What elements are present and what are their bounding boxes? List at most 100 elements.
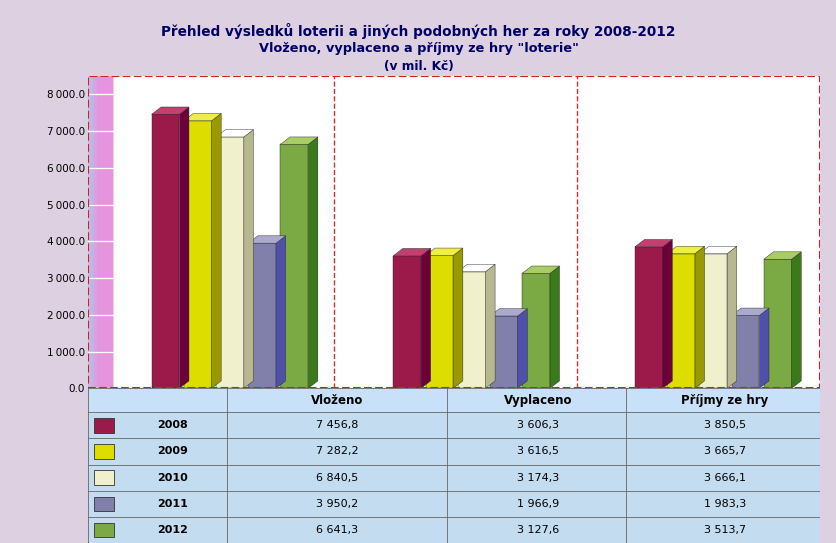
Text: 3 665,7: 3 665,7	[703, 446, 745, 457]
Polygon shape	[485, 264, 495, 388]
Bar	[98, 76, 110, 388]
Polygon shape	[662, 239, 671, 388]
Bar	[98, 76, 110, 388]
Polygon shape	[517, 308, 527, 388]
Bar	[94, 76, 105, 388]
Bar	[89, 76, 101, 388]
Bar	[88, 76, 819, 388]
Polygon shape	[726, 246, 736, 388]
Bar	[89, 76, 102, 388]
Polygon shape	[179, 107, 189, 388]
Polygon shape	[184, 121, 212, 388]
Bar	[89, 76, 101, 388]
Bar	[90, 76, 102, 388]
Bar	[98, 76, 110, 388]
Polygon shape	[216, 137, 243, 388]
Text: 2011: 2011	[156, 499, 187, 509]
Polygon shape	[763, 252, 800, 259]
Polygon shape	[549, 266, 559, 388]
Bar	[88, 76, 100, 388]
Bar	[88, 76, 100, 388]
Bar	[95, 76, 108, 388]
Bar	[91, 76, 104, 388]
Bar	[91, 76, 103, 388]
Polygon shape	[393, 256, 421, 388]
Bar	[97, 76, 109, 388]
Polygon shape	[699, 246, 736, 254]
Polygon shape	[276, 236, 285, 388]
Text: 3 127,6: 3 127,6	[517, 525, 558, 535]
Bar	[92, 76, 104, 388]
Polygon shape	[425, 248, 462, 255]
Polygon shape	[280, 144, 308, 388]
Bar	[99, 76, 111, 388]
Text: 3 513,7: 3 513,7	[703, 525, 745, 535]
Polygon shape	[791, 252, 800, 388]
Bar	[99, 76, 111, 388]
Polygon shape	[248, 236, 285, 243]
Bar	[90, 76, 103, 388]
Bar	[93, 76, 104, 388]
Text: 3 666,1: 3 666,1	[703, 472, 745, 483]
Bar	[98, 76, 110, 388]
Bar	[95, 76, 107, 388]
Bar	[94, 444, 114, 459]
Polygon shape	[453, 248, 462, 388]
Text: 2010: 2010	[156, 472, 187, 483]
Bar	[99, 76, 111, 388]
Bar	[97, 76, 110, 388]
Bar	[90, 76, 102, 388]
Polygon shape	[731, 308, 768, 315]
Bar	[88, 438, 819, 465]
Polygon shape	[731, 315, 758, 388]
Polygon shape	[393, 249, 430, 256]
Bar	[96, 76, 108, 388]
Text: 2012: 2012	[156, 525, 187, 535]
Bar	[94, 497, 114, 511]
Bar	[89, 76, 102, 388]
Bar	[88, 388, 819, 412]
Bar	[88, 412, 819, 438]
Bar	[99, 76, 110, 388]
Bar	[94, 76, 106, 388]
Bar	[96, 76, 109, 388]
Polygon shape	[489, 316, 517, 388]
Polygon shape	[666, 246, 704, 254]
Bar	[92, 76, 104, 388]
Bar	[89, 76, 100, 388]
Polygon shape	[457, 264, 495, 272]
Text: Přehled výsledků loterii a jiných podobných her za roky 2008-2012: Přehled výsledků loterii a jiných podobn…	[161, 23, 675, 39]
Polygon shape	[699, 254, 726, 388]
Polygon shape	[635, 239, 671, 247]
Polygon shape	[522, 266, 559, 273]
Bar	[96, 76, 109, 388]
Text: Vyplaceno: Vyplaceno	[503, 394, 572, 407]
Bar	[96, 76, 109, 388]
Bar	[94, 76, 105, 388]
Polygon shape	[280, 137, 318, 144]
Text: 3 950,2: 3 950,2	[315, 499, 358, 509]
Text: 2009: 2009	[156, 446, 187, 457]
Bar	[99, 76, 112, 388]
Bar	[93, 76, 104, 388]
Bar	[99, 76, 110, 388]
Text: 1 983,3: 1 983,3	[703, 499, 745, 509]
Polygon shape	[758, 308, 768, 388]
Text: 2008: 2008	[156, 420, 187, 430]
Text: Vloženo, vyplaceno a příjmy ze hry "loterie": Vloženo, vyplaceno a příjmy ze hry "lote…	[258, 42, 578, 55]
Bar	[94, 76, 107, 388]
Bar	[99, 76, 111, 388]
Text: (v mil. Kč): (v mil. Kč)	[383, 60, 453, 73]
Bar	[90, 76, 103, 388]
Bar	[92, 76, 104, 388]
Polygon shape	[151, 115, 179, 388]
Bar	[94, 76, 106, 388]
Bar	[89, 76, 101, 388]
Bar	[94, 76, 106, 388]
Bar	[93, 76, 105, 388]
Text: 3 850,5: 3 850,5	[703, 420, 745, 430]
Polygon shape	[184, 113, 221, 121]
Bar	[88, 76, 100, 388]
Text: 3 174,3: 3 174,3	[517, 472, 558, 483]
Polygon shape	[151, 107, 189, 115]
